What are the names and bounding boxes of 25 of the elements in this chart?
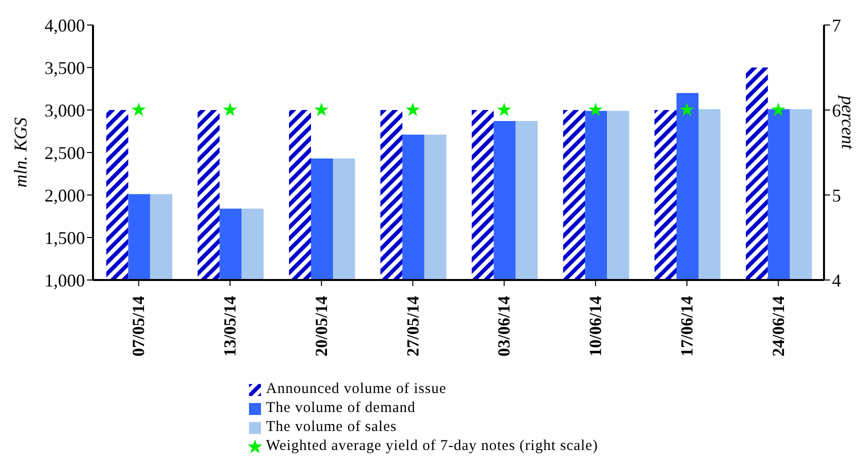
y-axis-title: mln. KGS — [10, 117, 30, 188]
y2-tick-label: 4 — [832, 270, 841, 290]
y2-tick-label: 5 — [832, 185, 841, 206]
y2-tick-label: 6 — [832, 100, 841, 120]
legend-label: The volume of sales — [266, 418, 397, 437]
y2-axis-title: percent — [838, 94, 858, 150]
y-tick-label: 2,000 — [44, 185, 85, 206]
x-tick-label: 13/05/14 — [220, 296, 240, 356]
y-tick-label: 3,500 — [44, 58, 85, 78]
y-tick-label: 1,000 — [44, 270, 85, 290]
x-tick-label: 03/06/14 — [494, 296, 514, 356]
y2-tick-label: 7 — [832, 15, 841, 36]
x-tick-label: 24/06/14 — [768, 296, 788, 356]
y-tick-label: 1,500 — [44, 228, 85, 248]
y-tick-label: 4,000 — [44, 15, 85, 36]
legend-label: The volume of demand — [266, 399, 416, 418]
x-tick-label: 20/05/14 — [312, 296, 331, 356]
x-tick-label: 17/06/14 — [677, 296, 696, 356]
x-tick-label: 27/05/14 — [403, 296, 422, 356]
y-tick-label: 3,000 — [44, 100, 85, 120]
x-tick-label: 10/06/14 — [586, 296, 606, 356]
x-tick-label: 07/05/14 — [129, 296, 148, 356]
y-tick-label: 2,500 — [44, 142, 85, 163]
legend-label: Announced volume of issue — [266, 380, 446, 399]
legend-label: Weighted average yield of 7-day notes (right scale) — [266, 437, 598, 456]
